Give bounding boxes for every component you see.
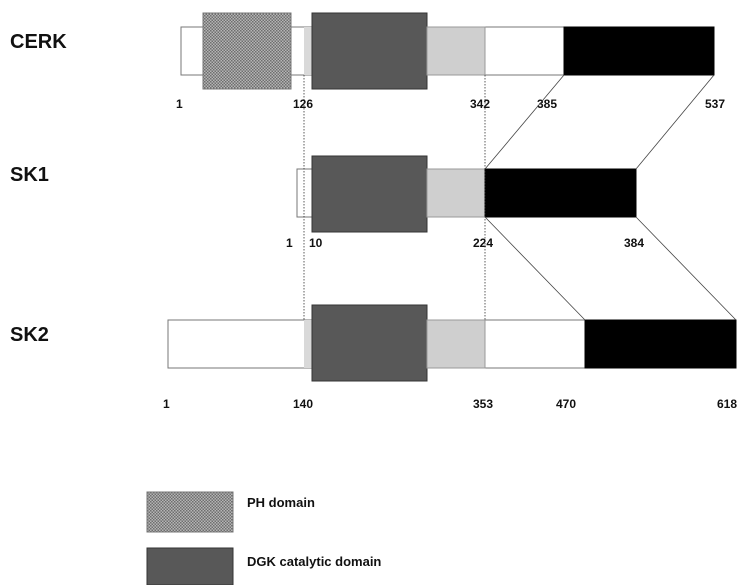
legend-swatch-dgk-domain bbox=[146, 547, 234, 585]
protein-label-sk1: SK1 bbox=[10, 164, 49, 186]
alignment-guides bbox=[303, 74, 737, 321]
legend: PH domain DGK catalytic domain bbox=[146, 491, 381, 585]
sk1-tick-224: 224 bbox=[473, 236, 493, 250]
connector-sk1-sk2-left bbox=[484, 216, 586, 321]
legend-label-dgk-domain: DGK catalytic domain bbox=[247, 554, 381, 569]
legend-swatch-ph-domain bbox=[146, 491, 234, 533]
connector-cerk-sk1-right bbox=[635, 74, 715, 170]
cerk-dgk-domain bbox=[311, 12, 428, 90]
cerk-ph-domain bbox=[202, 12, 292, 90]
protein-label-sk2: SK2 bbox=[10, 324, 49, 346]
sk2-tick-353: 353 bbox=[473, 397, 493, 411]
sk2-track: SK2 1 140 353 470 618 bbox=[10, 304, 737, 411]
cerk-tick-1: 1 bbox=[176, 97, 183, 111]
protein-label-cerk: CERK bbox=[10, 31, 67, 53]
sk1-dgk-domain bbox=[311, 155, 428, 233]
sk2-linker bbox=[304, 320, 312, 368]
cerk-track: CERK 1 126 342 385 537 bbox=[10, 12, 725, 111]
sk1-c-terminal-domain bbox=[484, 168, 637, 218]
sk1-track: SK1 1 10 224 384 bbox=[10, 155, 644, 250]
cerk-c-terminal-domain bbox=[563, 26, 715, 76]
sk1-tick-10: 10 bbox=[309, 236, 323, 250]
sk2-light-region bbox=[426, 319, 486, 369]
sk1-light-region bbox=[426, 168, 486, 218]
sk2-tick-618: 618 bbox=[717, 397, 737, 411]
cerk-tick-537: 537 bbox=[705, 97, 725, 111]
cerk-light-region bbox=[426, 26, 486, 76]
cerk-linker bbox=[304, 27, 312, 75]
sk2-tick-470: 470 bbox=[556, 397, 576, 411]
sk1-tick-384: 384 bbox=[624, 236, 644, 250]
sk2-c-terminal-domain bbox=[584, 319, 737, 369]
cerk-tick-126: 126 bbox=[293, 97, 313, 111]
sk2-tick-1: 1 bbox=[163, 397, 170, 411]
sk1-tick-1: 1 bbox=[286, 236, 293, 250]
connector-sk1-sk2-right bbox=[635, 216, 737, 321]
sk1-backbone bbox=[296, 168, 313, 218]
legend-label-ph-domain: PH domain bbox=[247, 495, 315, 510]
connector-cerk-sk1-left bbox=[484, 74, 565, 170]
sk2-dgk-domain bbox=[311, 304, 428, 382]
cerk-tick-342: 342 bbox=[470, 97, 490, 111]
sk2-tick-140: 140 bbox=[293, 397, 313, 411]
